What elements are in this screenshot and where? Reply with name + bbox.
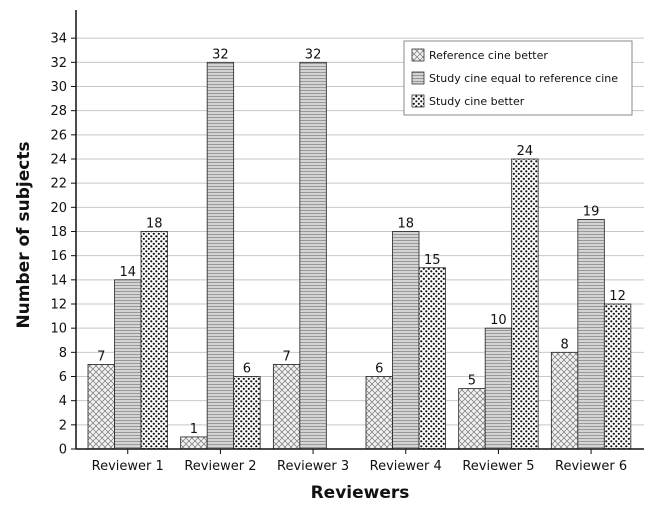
legend-swatch-study-cine-equal (411, 71, 425, 85)
y-tick-label: 16 (50, 249, 67, 264)
bar (87, 364, 115, 450)
legend-swatch-study-cine-better (411, 94, 425, 108)
data-label: 18 (146, 217, 163, 232)
data-label: 8 (560, 337, 568, 352)
legend-label-study-cine-better: Study cine better (429, 95, 525, 108)
data-label: 1 (190, 422, 198, 437)
data-labels: 7 14 18 1 32 6 7 32 6 18 15 5 10 24 8 19 12 (97, 47, 626, 437)
x-tick-label: Reviewer 4 (370, 459, 442, 474)
y-tick-label: 2 (59, 418, 67, 433)
x-tick-label: Reviewer 5 (462, 459, 534, 474)
bar (299, 61, 327, 450)
y-tick-label: 14 (50, 273, 67, 288)
bar (114, 279, 142, 450)
y-tick-label: 12 (50, 298, 67, 313)
bar (365, 376, 393, 450)
bar (392, 231, 420, 450)
data-label: 24 (517, 144, 534, 159)
bar (233, 376, 261, 450)
y-axis-title: Number of subjects (14, 141, 34, 328)
x-tick-label: Reviewer 3 (277, 459, 349, 474)
data-label: 32 (305, 47, 322, 62)
data-label: 32 (212, 47, 229, 62)
y-tick-label: 30 (50, 80, 67, 95)
y-tick-label: 26 (50, 128, 67, 143)
x-axis-title: Reviewers (311, 483, 410, 503)
bar (603, 303, 632, 450)
y-tick-label: 28 (50, 104, 67, 119)
x-tick-label: Reviewer 2 (184, 459, 256, 474)
y-tick-label: 8 (59, 346, 67, 361)
bar (458, 388, 486, 450)
bar (484, 327, 513, 450)
bar (272, 364, 301, 450)
x-axis-ticks: Reviewer 1 Reviewer 2 Reviewer 3 Reviewer 4… (92, 449, 627, 474)
legend-box (403, 40, 633, 116)
data-label: 12 (609, 289, 626, 304)
y-tick-label: 22 (50, 177, 67, 192)
data-label: 14 (119, 265, 136, 280)
bar (140, 231, 168, 450)
data-label: 10 (490, 313, 507, 328)
y-tick-label: 24 (50, 153, 67, 168)
data-label: 18 (397, 217, 414, 232)
bar (577, 219, 605, 450)
legend-label-reference-cine-better: Reference cine better (429, 49, 548, 62)
data-label: 7 (282, 349, 290, 364)
y-tick-label: 6 (59, 370, 67, 385)
x-tick-label: Reviewer 1 (92, 459, 164, 474)
bar (418, 267, 446, 450)
data-label: 15 (424, 253, 441, 268)
legend-label-study-cine-equal: Study cine equal to reference cine (429, 72, 618, 85)
data-label: 6 (375, 362, 383, 377)
y-tick-label: 18 (50, 225, 67, 240)
y-tick-label: 0 (59, 443, 67, 458)
legend-swatch-reference-cine-better (411, 48, 425, 62)
data-label: 19 (583, 204, 600, 219)
bars (87, 61, 632, 450)
legend: Reference cine better Study cine equal t… (403, 40, 633, 116)
bar (206, 61, 235, 450)
y-tick-label: 32 (50, 56, 67, 71)
data-label: 6 (243, 362, 251, 377)
y-tick-label: 10 (50, 322, 67, 337)
data-label: 7 (97, 349, 105, 364)
y-tick-label: 34 (50, 32, 67, 47)
bar (511, 158, 539, 450)
bar (550, 351, 579, 450)
x-tick-label: Reviewer 6 (555, 459, 627, 474)
bar (180, 436, 208, 450)
y-tick-label: 4 (59, 394, 67, 409)
y-tick-label: 20 (50, 201, 67, 216)
data-label: 5 (468, 374, 476, 389)
